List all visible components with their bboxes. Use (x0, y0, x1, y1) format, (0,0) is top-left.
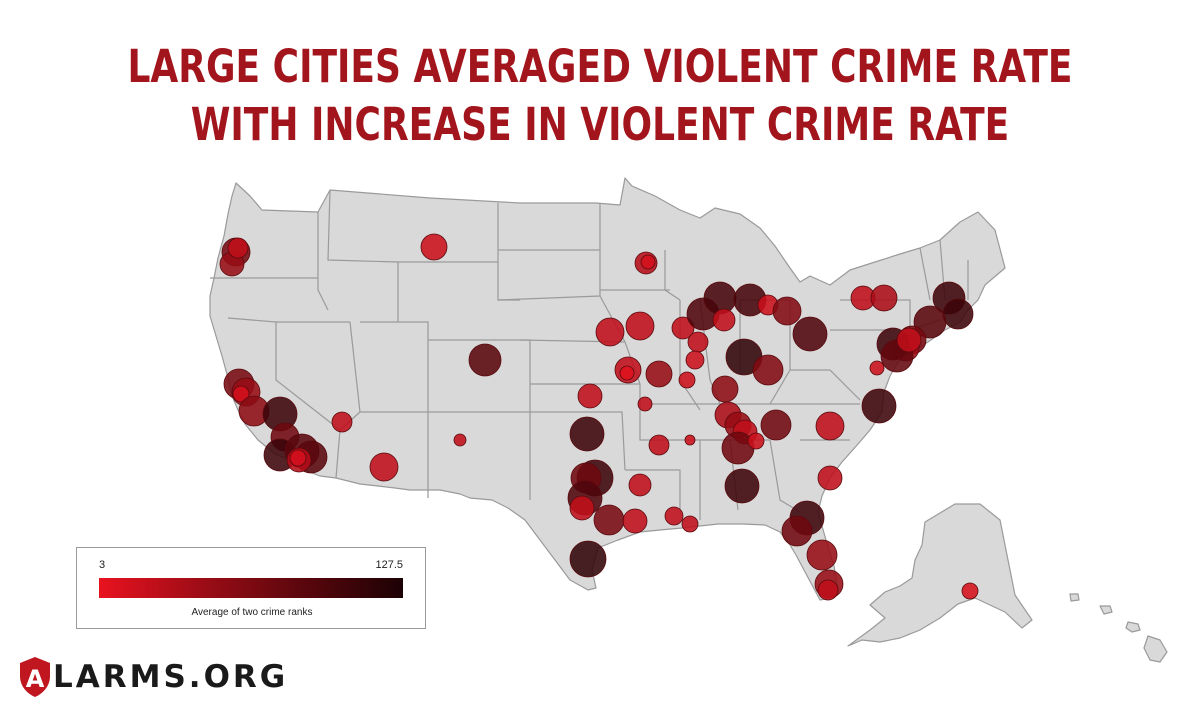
city-marker (468, 343, 502, 377)
city-marker (640, 254, 656, 270)
city-marker (681, 515, 699, 533)
city-marker (685, 350, 705, 370)
city-marker (896, 327, 922, 353)
city-marker (569, 416, 605, 452)
city-marker (625, 311, 655, 341)
city-marker (569, 495, 595, 521)
title-line-1: LARGE CITIES AVERAGED VIOLENT CRIME RATE (127, 40, 1073, 93)
city-marker (678, 371, 696, 389)
legend-min-label: 3 (99, 559, 106, 571)
city-marker (684, 434, 696, 446)
city-marker (622, 508, 648, 534)
city-marker (870, 284, 898, 312)
city-marker (232, 385, 250, 403)
city-marker (227, 237, 249, 259)
city-marker (703, 281, 737, 315)
city-marker (619, 365, 635, 381)
city-marker (942, 298, 974, 330)
alarms-logo: A LARMS.ORG (18, 654, 288, 700)
map-land (209, 177, 1168, 663)
city-marker (648, 434, 670, 456)
title-line-2: WITH INCREASE IN VIOLENT CRIME RATE (190, 98, 1010, 151)
city-marker (645, 360, 673, 388)
map-title: LARGE CITIES AVERAGED VIOLENT CRIME RATE… (120, 38, 1080, 154)
city-marker (420, 233, 448, 261)
city-marker (747, 432, 765, 450)
city-marker (628, 473, 652, 497)
city-marker (815, 411, 845, 441)
city-marker (595, 317, 625, 347)
city-marker (724, 468, 760, 504)
city-marker (369, 452, 399, 482)
legend-color-ramp (99, 578, 403, 598)
logo-letter: A (26, 665, 45, 693)
alaska-shape (847, 503, 1033, 647)
city-marker (577, 383, 603, 409)
city-marker (289, 449, 307, 467)
city-markers (219, 233, 979, 601)
city-marker (869, 360, 885, 376)
city-marker (687, 331, 709, 353)
city-marker (671, 316, 695, 340)
city-marker (712, 308, 736, 332)
city-marker (760, 409, 792, 441)
city-marker (637, 396, 653, 412)
city-marker (569, 540, 607, 578)
legend-caption: Average of two crime ranks (191, 607, 313, 618)
city-marker (453, 433, 467, 447)
city-marker (817, 465, 843, 491)
city-marker (772, 296, 802, 326)
city-marker (861, 388, 897, 424)
city-marker (664, 506, 684, 526)
shield-icon: A (20, 657, 50, 697)
hawaii-kauai (1069, 593, 1080, 602)
city-marker (781, 515, 813, 547)
hawaii-oahu (1099, 605, 1113, 615)
city-marker (331, 411, 353, 433)
city-marker (593, 504, 625, 536)
hawaii-maui (1125, 621, 1141, 633)
continental-us-shape (209, 177, 1006, 601)
city-marker (752, 354, 784, 386)
city-marker (817, 579, 839, 601)
hawaii-big-island (1143, 635, 1168, 663)
legend-max-label: 127.5 (375, 559, 403, 571)
legend: 3 127.5 Average of two crime ranks (76, 547, 426, 629)
city-marker (806, 539, 838, 571)
city-marker (961, 582, 979, 600)
logo-wordmark: LARMS.ORG (53, 659, 289, 695)
city-marker (711, 375, 739, 403)
city-marker (792, 316, 828, 352)
